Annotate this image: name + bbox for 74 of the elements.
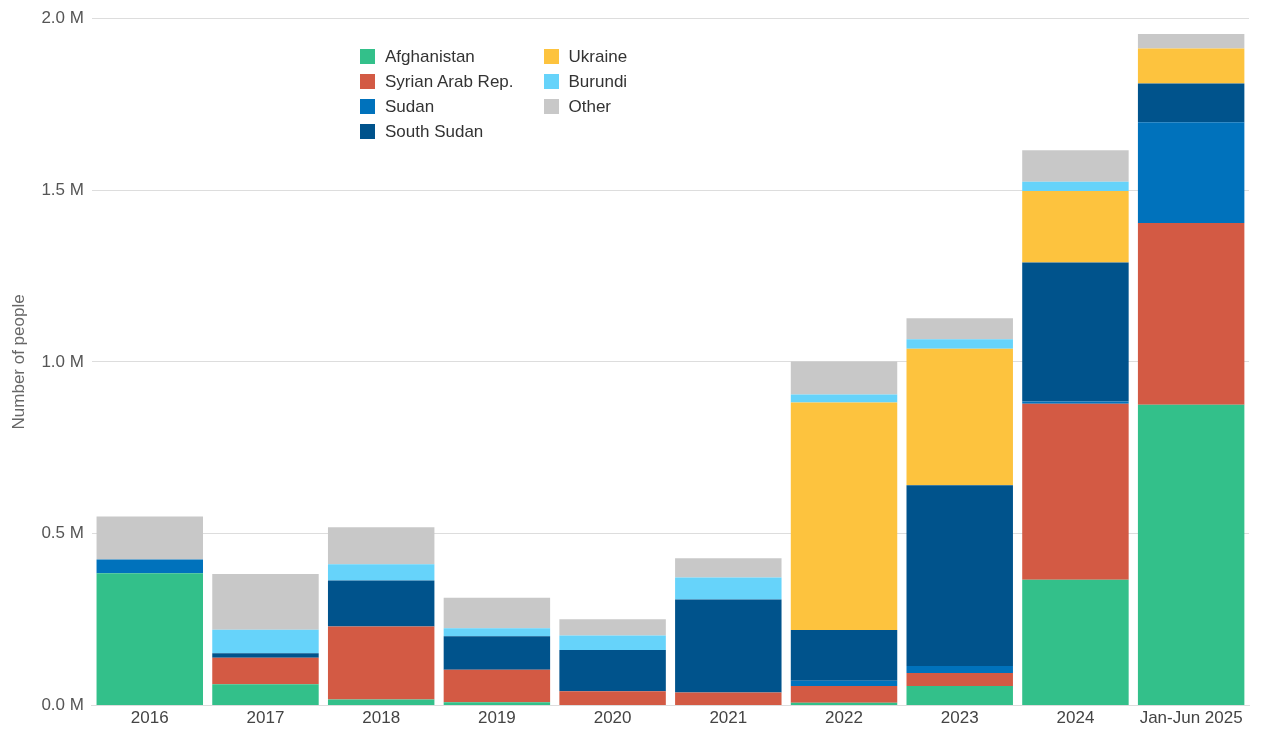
legend-label: Sudan bbox=[385, 96, 435, 117]
bar bbox=[327, 580, 435, 627]
y-tick-label: 1.0 M bbox=[41, 351, 84, 371]
bar bbox=[443, 597, 551, 629]
y-tick-label: 0.0 M bbox=[41, 695, 84, 715]
bar bbox=[906, 348, 1013, 486]
bar bbox=[443, 702, 551, 706]
bar bbox=[96, 573, 203, 706]
bar bbox=[1137, 48, 1245, 84]
x-tick-label: 2023 bbox=[940, 708, 979, 728]
bar bbox=[1022, 150, 1129, 182]
bar bbox=[443, 669, 551, 703]
bar bbox=[1137, 83, 1245, 123]
y-tick-label: 1.5 M bbox=[41, 179, 84, 199]
bar bbox=[1022, 181, 1129, 192]
bar bbox=[559, 635, 666, 650]
legend-label: Syrian Arab Rep. bbox=[385, 71, 514, 92]
x-tick-label: 2018 bbox=[362, 708, 401, 728]
bar bbox=[212, 573, 319, 630]
bar bbox=[1022, 579, 1129, 706]
bar bbox=[906, 485, 1013, 667]
legend-label: Ukraine bbox=[568, 46, 628, 67]
x-tick-label: 2024 bbox=[1056, 708, 1095, 728]
bar bbox=[1137, 34, 1245, 49]
y-axis-title: Number of people bbox=[8, 294, 28, 430]
bar bbox=[212, 653, 319, 658]
bar bbox=[790, 680, 898, 687]
bar bbox=[559, 691, 666, 706]
x-tick-label: 2017 bbox=[246, 708, 285, 728]
bar bbox=[327, 699, 435, 706]
y-tick-label: 2.0 M bbox=[41, 7, 84, 27]
bar bbox=[559, 619, 666, 636]
legend-label: Burundi bbox=[568, 71, 628, 92]
bar bbox=[1022, 401, 1129, 404]
bar bbox=[675, 577, 782, 600]
bar bbox=[675, 599, 782, 693]
bar bbox=[906, 666, 1013, 673]
bar bbox=[1137, 404, 1245, 706]
bar bbox=[906, 672, 1013, 687]
x-tick-label: 2022 bbox=[825, 708, 863, 728]
bar bbox=[906, 686, 1013, 706]
bar bbox=[327, 527, 435, 565]
bar bbox=[675, 558, 782, 578]
bar bbox=[675, 692, 782, 706]
bar bbox=[443, 636, 551, 670]
bar bbox=[1137, 223, 1245, 405]
bar bbox=[906, 318, 1013, 340]
legend-label: Other bbox=[568, 96, 612, 117]
x-tick-label: Jan-Jun 2025 bbox=[1139, 708, 1243, 728]
bar bbox=[212, 684, 319, 706]
bar bbox=[790, 361, 898, 395]
legend-label: South Sudan bbox=[385, 121, 484, 142]
bar bbox=[1137, 122, 1245, 224]
bar bbox=[1022, 403, 1129, 580]
bar bbox=[212, 657, 319, 685]
x-tick-label: 2016 bbox=[130, 708, 169, 728]
legend-label: Afghanistan bbox=[385, 46, 475, 67]
bar bbox=[327, 564, 435, 581]
bar bbox=[906, 339, 1013, 349]
bar bbox=[1022, 191, 1129, 263]
y-tick-label: 0.5 M bbox=[41, 523, 84, 543]
bar bbox=[1022, 262, 1129, 402]
bar bbox=[790, 402, 898, 630]
bar bbox=[96, 516, 203, 560]
bar bbox=[790, 629, 898, 681]
x-tick-label: 2019 bbox=[477, 708, 516, 728]
bar bbox=[96, 559, 203, 574]
bar bbox=[327, 626, 435, 700]
bar bbox=[443, 628, 551, 637]
x-tick-label: 2020 bbox=[593, 708, 632, 728]
x-tick-label: 2021 bbox=[709, 708, 748, 728]
bar bbox=[559, 649, 666, 692]
bar bbox=[212, 629, 319, 654]
bar bbox=[790, 686, 898, 703]
